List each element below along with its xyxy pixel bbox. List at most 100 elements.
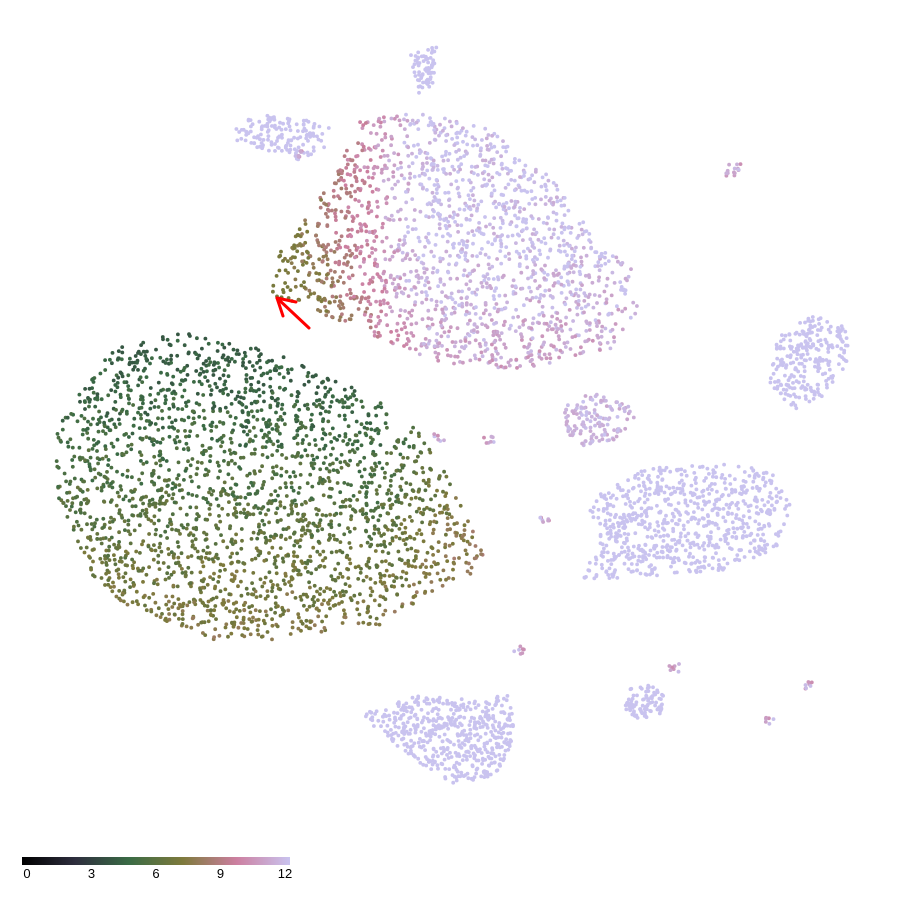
data-point	[305, 374, 310, 379]
data-point	[509, 199, 514, 203]
data-point	[295, 136, 300, 141]
data-point	[141, 580, 145, 584]
data-point	[302, 285, 307, 290]
data-point	[431, 553, 435, 557]
data-point	[566, 429, 571, 434]
data-point	[428, 116, 432, 120]
data-point	[212, 608, 217, 613]
data-point	[455, 276, 459, 281]
data-point	[366, 175, 371, 180]
data-point	[432, 195, 437, 199]
data-point	[459, 223, 464, 228]
data-point	[163, 401, 168, 406]
data-point	[136, 383, 141, 388]
data-point	[216, 475, 221, 480]
data-point	[409, 322, 414, 327]
data-point	[205, 517, 210, 522]
data-point	[465, 243, 469, 248]
data-point	[595, 333, 600, 338]
data-point	[313, 438, 317, 442]
data-point	[695, 542, 700, 547]
data-point	[366, 480, 371, 485]
data-point	[542, 276, 547, 280]
data-point	[400, 583, 405, 588]
data-point	[247, 360, 252, 364]
data-point	[413, 74, 418, 78]
data-point	[612, 339, 617, 344]
data-point	[249, 141, 254, 145]
data-point	[81, 428, 86, 432]
data-point	[506, 182, 511, 187]
data-point	[434, 299, 439, 304]
data-point	[427, 326, 431, 331]
data-point	[91, 416, 95, 421]
data-point	[355, 446, 360, 451]
data-point	[195, 391, 200, 396]
data-point	[107, 558, 112, 562]
data-point	[109, 465, 114, 470]
data-point	[380, 225, 385, 230]
data-point	[156, 560, 161, 565]
data-point	[328, 462, 332, 467]
data-point	[492, 306, 497, 310]
data-point	[316, 385, 320, 389]
data-point	[724, 502, 729, 507]
data-point	[144, 494, 149, 499]
data-point	[390, 281, 395, 286]
data-point	[119, 357, 124, 362]
data-point	[554, 195, 559, 200]
data-point	[172, 612, 177, 617]
data-point	[428, 466, 432, 471]
data-point	[230, 551, 235, 556]
data-point	[446, 270, 451, 275]
data-point	[583, 394, 588, 398]
data-point	[596, 260, 601, 265]
data-point	[171, 554, 176, 558]
data-point	[326, 390, 331, 394]
data-point	[343, 432, 348, 436]
data-point	[424, 235, 428, 240]
data-point	[394, 534, 398, 539]
data-point	[360, 507, 365, 512]
data-point	[431, 58, 436, 63]
data-point	[447, 543, 452, 548]
data-point	[362, 165, 367, 170]
data-point	[408, 346, 412, 351]
data-point	[70, 501, 75, 506]
data-point	[297, 298, 302, 302]
data-point	[86, 448, 91, 453]
data-point	[799, 353, 803, 358]
data-point	[477, 342, 482, 346]
data-point	[820, 372, 825, 377]
data-point	[181, 525, 186, 530]
data-point	[118, 370, 123, 375]
data-point	[570, 253, 575, 258]
data-point	[417, 174, 422, 178]
data-point	[762, 483, 767, 488]
data-point	[87, 404, 91, 409]
data-point	[462, 532, 466, 537]
data-point	[373, 581, 378, 585]
data-point	[390, 309, 394, 314]
data-point	[372, 531, 376, 536]
data-point	[292, 436, 296, 440]
data-point	[197, 379, 202, 384]
data-point	[632, 501, 637, 505]
data-point	[222, 345, 227, 350]
data-point	[840, 367, 845, 371]
data-point	[324, 614, 329, 619]
data-point	[389, 244, 394, 249]
data-point	[323, 409, 328, 414]
data-point	[797, 361, 802, 366]
data-point	[514, 307, 518, 312]
data-point	[441, 128, 445, 133]
data-point	[287, 124, 292, 129]
data-point	[338, 490, 343, 495]
data-point	[460, 301, 464, 306]
data-point	[842, 350, 846, 355]
data-point	[334, 457, 339, 462]
data-point	[547, 227, 552, 232]
data-point	[70, 445, 75, 450]
data-point	[531, 316, 536, 321]
